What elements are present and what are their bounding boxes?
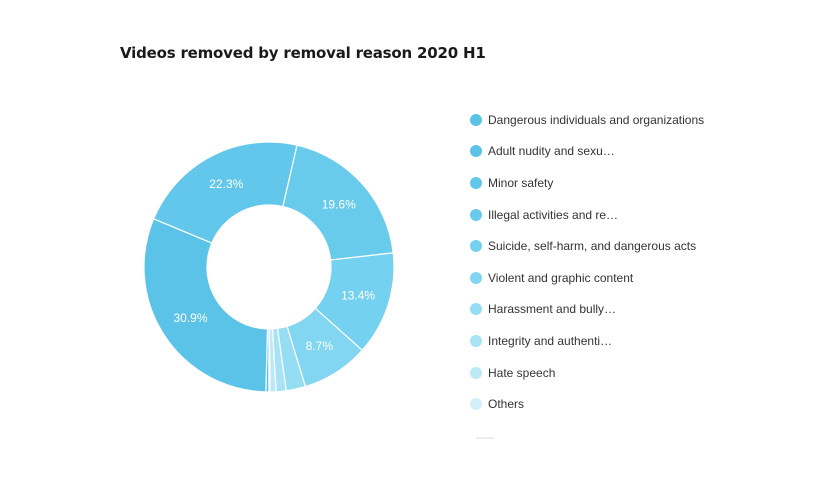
legend-label: Hate speech bbox=[488, 365, 556, 380]
donut-slice[interactable] bbox=[282, 144, 394, 261]
legend-item[interactable]: Adult nudity and sexu… bbox=[470, 136, 704, 168]
legend-swatch-icon bbox=[470, 398, 482, 411]
legend-swatch-icon bbox=[470, 271, 482, 284]
legend-item[interactable]: Suicide, self-harm, and dangerous acts bbox=[470, 230, 704, 262]
legend-label: Illegal activities and re… bbox=[488, 207, 619, 222]
donut-slice[interactable] bbox=[143, 218, 269, 393]
legend-swatch-icon bbox=[470, 145, 482, 158]
legend-swatch-icon bbox=[470, 303, 482, 316]
legend-item[interactable]: Violent and graphic content bbox=[470, 262, 704, 294]
legend-swatch-icon bbox=[470, 176, 482, 189]
legend-label: Minor safety bbox=[488, 175, 554, 190]
legend-label: Violent and graphic content bbox=[488, 270, 634, 285]
legend-item[interactable]: Minor safety bbox=[470, 167, 704, 199]
legend-item[interactable]: Harassment and bully… bbox=[470, 294, 704, 326]
legend-swatch-icon bbox=[470, 113, 482, 126]
legend-label: Harassment and bully… bbox=[488, 302, 617, 317]
slice-data-label: 19.6% bbox=[322, 198, 356, 212]
legend-label: Suicide, self-harm, and dangerous acts bbox=[488, 239, 697, 254]
legend-swatch-icon bbox=[470, 366, 482, 379]
legend-label: Dangerous individuals and organizations bbox=[488, 112, 705, 127]
donut-slice[interactable] bbox=[152, 141, 298, 244]
donut-slice[interactable] bbox=[268, 328, 271, 393]
chart-title: Videos removed by removal reason 2020 H1 bbox=[120, 44, 486, 62]
legend-label: Others bbox=[488, 397, 525, 412]
legend-item[interactable]: Others bbox=[470, 388, 704, 420]
legend-item[interactable]: Illegal activities and re… bbox=[470, 199, 704, 231]
chart-legend: Dangerous individuals and organizations A… bbox=[470, 104, 704, 420]
legend-pager[interactable] bbox=[476, 437, 494, 439]
legend-label: Adult nudity and sexu… bbox=[488, 144, 615, 159]
slice-data-label: 13.4% bbox=[341, 288, 375, 302]
legend-swatch-icon bbox=[470, 334, 482, 347]
legend-item[interactable]: Hate speech bbox=[470, 357, 704, 389]
slice-data-label: 30.9% bbox=[174, 311, 208, 325]
legend-swatch-icon bbox=[470, 208, 482, 221]
legend-item[interactable]: Integrity and authenti… bbox=[470, 325, 704, 357]
legend-swatch-icon bbox=[470, 240, 482, 253]
slice-data-label: 8.7% bbox=[306, 339, 334, 353]
legend-item[interactable]: Dangerous individuals and organizations bbox=[470, 104, 704, 136]
slice-data-label: 22.3% bbox=[209, 177, 243, 191]
legend-label: Integrity and authenti… bbox=[488, 333, 613, 348]
